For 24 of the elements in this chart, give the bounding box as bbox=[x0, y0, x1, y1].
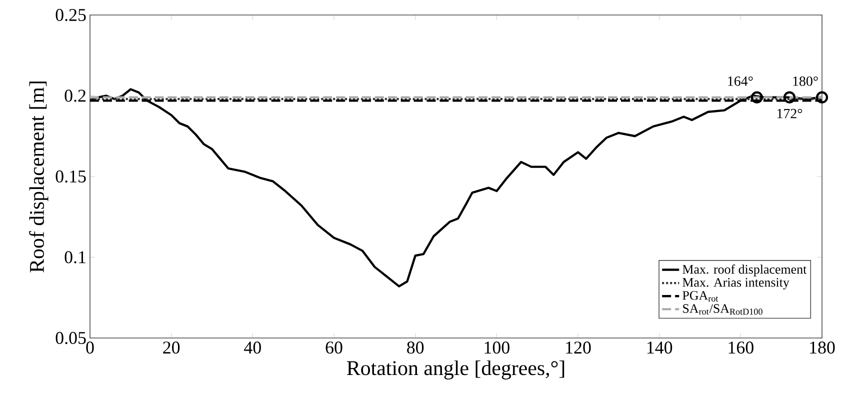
annotation: 164° bbox=[728, 76, 753, 86]
y-axis-title: Roof displacement [m] bbox=[29, 82, 48, 272]
x-tick-label: 100 bbox=[484, 342, 510, 354]
y-tick-label: 0.25 bbox=[56, 8, 86, 22]
x-tick-label: 140 bbox=[647, 342, 672, 354]
y-tick-label: 0.2 bbox=[64, 90, 86, 102]
legend-label: PGA$_{rot}$ bbox=[682, 291, 718, 302]
x-tick-label: 180 bbox=[810, 342, 835, 354]
x-tick-label: 120 bbox=[566, 342, 591, 354]
y-tick-label: 0.1 bbox=[64, 251, 86, 264]
annotation: 180° bbox=[793, 76, 818, 86]
legend-label: Max. roof displacement bbox=[682, 264, 807, 276]
x-tick-label: 80 bbox=[407, 342, 424, 354]
x-tick-label: 160 bbox=[728, 342, 754, 354]
legend-label: SA$_{rot}$/SA$_{RotD100}$ bbox=[683, 304, 762, 315]
y-tick-label: 0.15 bbox=[56, 170, 86, 183]
x-tick-label: 40 bbox=[244, 342, 261, 354]
x-tick-label: 60 bbox=[326, 342, 342, 354]
x-tick-label: 0 bbox=[86, 342, 94, 354]
x-tick-label: 20 bbox=[163, 342, 180, 354]
legend-label: Max. Arias intensity bbox=[682, 278, 790, 290]
x-axis-title: Rotation angle [degrees,°] bbox=[346, 360, 564, 380]
y-tick-label: 0.05 bbox=[56, 332, 86, 344]
annotation: 172° bbox=[777, 108, 802, 118]
